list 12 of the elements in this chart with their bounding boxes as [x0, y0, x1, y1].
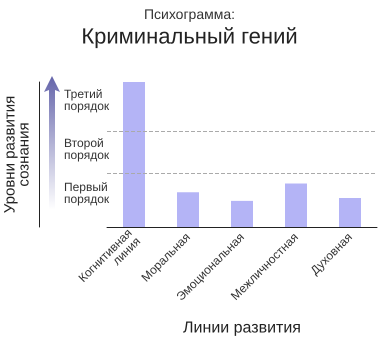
bar	[177, 192, 199, 227]
bar	[285, 184, 307, 227]
annotation: Второй порядок	[64, 136, 110, 162]
bar	[339, 198, 361, 227]
y-axis-title: Уровни развития сознания	[2, 96, 32, 214]
annotation: Третий порядок	[64, 87, 110, 113]
chart-title: Психограмма:	[144, 6, 236, 22]
bar	[123, 82, 145, 227]
annotation: Первый порядок	[64, 180, 110, 206]
x-axis-title: Линии развития	[183, 320, 301, 336]
chart-subtitle: Криминальный гений	[81, 24, 298, 48]
bar	[231, 200, 253, 227]
